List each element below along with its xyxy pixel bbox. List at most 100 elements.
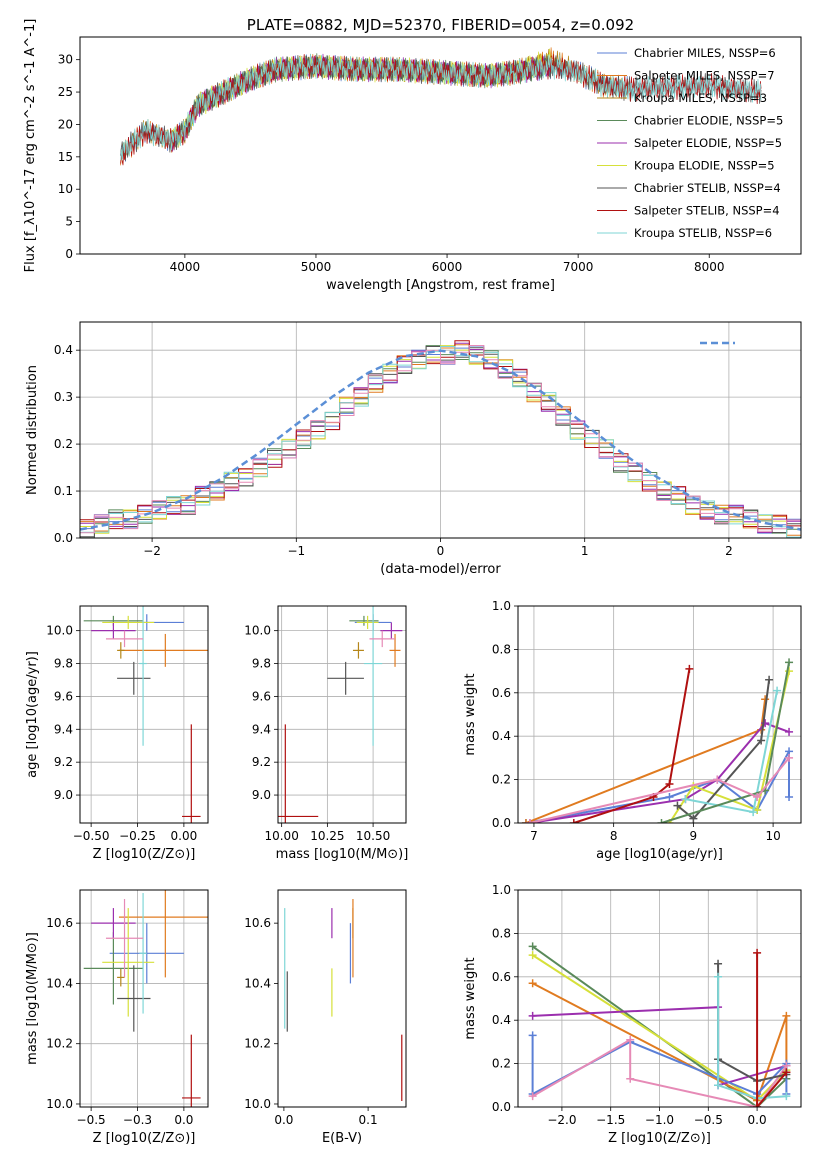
y-tick-label: 15 bbox=[58, 150, 73, 164]
errorbar-point bbox=[91, 622, 136, 639]
plus-marker bbox=[665, 792, 674, 801]
y-axis-label: Flux [f_λ10^-17 erg cm^-2 s^-1 A^-1] bbox=[23, 19, 38, 273]
plus-marker bbox=[528, 1031, 537, 1040]
x-tick-label: 6000 bbox=[432, 260, 463, 274]
x-tick-label: 8 bbox=[610, 829, 618, 843]
plus-marker bbox=[657, 819, 666, 823]
plus-marker bbox=[673, 801, 682, 810]
y-tick-label: 0.4 bbox=[492, 729, 511, 743]
plus-marker bbox=[525, 819, 534, 823]
plus-marker bbox=[753, 948, 762, 957]
errorbar-point bbox=[352, 642, 364, 659]
plus-marker bbox=[714, 959, 723, 968]
y-tick-label: 0.2 bbox=[492, 773, 511, 787]
y-tick-label: 9.0 bbox=[252, 788, 271, 802]
mass-weight-line bbox=[573, 668, 691, 823]
plus-marker bbox=[782, 1092, 791, 1101]
x-tick-label: 7000 bbox=[563, 260, 594, 274]
plus-marker bbox=[753, 792, 762, 801]
x-tick-label: −0.25 bbox=[119, 829, 156, 843]
plus-marker bbox=[749, 808, 758, 817]
errorbar-point bbox=[380, 622, 403, 639]
axes-frame bbox=[277, 605, 407, 824]
plot-area bbox=[83, 890, 208, 1107]
plus-marker bbox=[782, 1068, 791, 1077]
plus-marker bbox=[782, 1011, 791, 1020]
plus-marker bbox=[681, 795, 690, 804]
errorbar-point bbox=[117, 642, 125, 659]
x-tick-label: 10 bbox=[765, 829, 780, 843]
age-vs-metallicity-panel: −0.50 −0.25 0.00 9.0 9.2 9.4 9.6 9.8 10.0 Z [log1… bbox=[25, 605, 209, 862]
y-tick-label: 0.4 bbox=[54, 343, 73, 357]
y-tick-label: 9.0 bbox=[54, 788, 73, 802]
plot-area bbox=[278, 606, 403, 823]
y-tick-label: 10.4 bbox=[46, 976, 73, 990]
x-tick-label: −0.50 bbox=[73, 829, 110, 843]
plot-area bbox=[80, 340, 801, 538]
x-axis-label: Z [log10(Z/Z⊙)] bbox=[93, 1131, 196, 1146]
y-tick-label: 10.6 bbox=[46, 916, 73, 930]
y-tick-label: 9.2 bbox=[252, 755, 271, 769]
chart-title: PLATE=0882, MJD=52370, FIBERID=0054, z=0… bbox=[247, 16, 634, 34]
errorbar-point bbox=[118, 890, 208, 978]
x-tick-label: 4000 bbox=[170, 260, 201, 274]
errorbar-point bbox=[356, 615, 379, 630]
x-tick-label: 2 bbox=[725, 544, 733, 558]
legend-entry: Salpeter MILES, NSSP=7 bbox=[634, 69, 775, 83]
y-tick-label: 25 bbox=[58, 85, 73, 99]
y-axis-label: Normed distribution bbox=[25, 365, 40, 495]
plot-area bbox=[284, 899, 403, 1101]
x-tick-label: 0.1 bbox=[359, 1113, 378, 1127]
x-tick-label: −1.0 bbox=[645, 1113, 674, 1127]
normal-curve bbox=[80, 349, 801, 531]
y-tick-label: 10.2 bbox=[46, 1037, 73, 1051]
errorbar-point bbox=[278, 724, 319, 823]
y-tick-label: 9.8 bbox=[252, 657, 271, 671]
massweight-vs-metallicity-panel: −2.0 −1.5 −1.0 −0.5 0.0 0.0 0.2 0.4 0.6 0.8 1.0 Z [… bbox=[463, 883, 802, 1146]
axes-frame bbox=[517, 605, 802, 824]
y-tick-label: 0.2 bbox=[492, 1057, 511, 1071]
plus-marker bbox=[773, 686, 782, 695]
spectrum-panel: 4000 5000 6000 7000 8000 0 5 10 15 20 25 30 waveleng… bbox=[23, 16, 802, 293]
plus-marker bbox=[626, 1074, 635, 1083]
age-vs-mass-panel: 10.00 10.25 10.50 9.0 9.2 9.4 9.6 9.8 10.0 mass [… bbox=[244, 605, 408, 862]
x-tick-label: 0 bbox=[437, 544, 445, 558]
spectrum-line bbox=[120, 53, 762, 161]
x-axis-label: (data-model)/error bbox=[380, 562, 501, 577]
y-tick-label: 10.0 bbox=[244, 624, 271, 638]
x-tick-label: 10.50 bbox=[356, 829, 390, 843]
y-tick-label: 10.4 bbox=[244, 976, 271, 990]
legend-entry: Kroupa ELODIE, NSSP=5 bbox=[634, 159, 775, 173]
spectrum-line bbox=[120, 54, 762, 166]
y-axis-label: mass weight bbox=[463, 673, 478, 755]
x-tick-label: 0.0 bbox=[174, 1113, 193, 1127]
y-axis-label: mass [log10(M/M⊙)] bbox=[25, 932, 40, 1065]
mass-weight-line bbox=[532, 945, 788, 1107]
axes-frame bbox=[79, 36, 802, 255]
errorbar-point bbox=[102, 615, 155, 630]
y-tick-label: 20 bbox=[58, 117, 73, 131]
y-tick-label: 9.4 bbox=[252, 722, 271, 736]
y-tick-label: 30 bbox=[58, 53, 73, 67]
x-axis-label: Z [log10(Z/Z⊙)] bbox=[93, 847, 196, 862]
plot-area bbox=[120, 47, 762, 166]
y-tick-label: 10.0 bbox=[244, 1097, 271, 1111]
y-tick-label: 0.0 bbox=[54, 531, 73, 545]
plus-marker bbox=[785, 727, 794, 736]
plus-marker bbox=[757, 736, 766, 745]
mass-vs-metallicity-panel: −0.5 −0.3 0.0 10.0 10.2 10.4 10.6 Z [log10(Z/Z⊙… bbox=[25, 889, 209, 1146]
errorbar-point bbox=[182, 1034, 201, 1107]
plus-marker bbox=[689, 814, 698, 823]
legend-entry: Chabrier MILES, NSSP=6 bbox=[634, 46, 776, 60]
errorbar-point bbox=[139, 606, 147, 746]
x-tick-label: 5000 bbox=[301, 260, 332, 274]
x-tick-label: 0.00 bbox=[171, 829, 198, 843]
plot-area bbox=[521, 658, 794, 823]
y-tick-label: 10.0 bbox=[46, 1097, 73, 1111]
errorbar-point bbox=[105, 630, 144, 648]
y-tick-label: 9.6 bbox=[252, 689, 271, 703]
legend-entry: Chabrier ELODIE, NSSP=5 bbox=[634, 114, 783, 128]
y-tick-label: 0.3 bbox=[54, 390, 73, 404]
axes-frame bbox=[79, 605, 209, 824]
residual-histogram-panel: −2 −1 0 1 2 0.0 0.1 0.2 0.3 0.4 (data-model)/error… bbox=[25, 321, 802, 577]
